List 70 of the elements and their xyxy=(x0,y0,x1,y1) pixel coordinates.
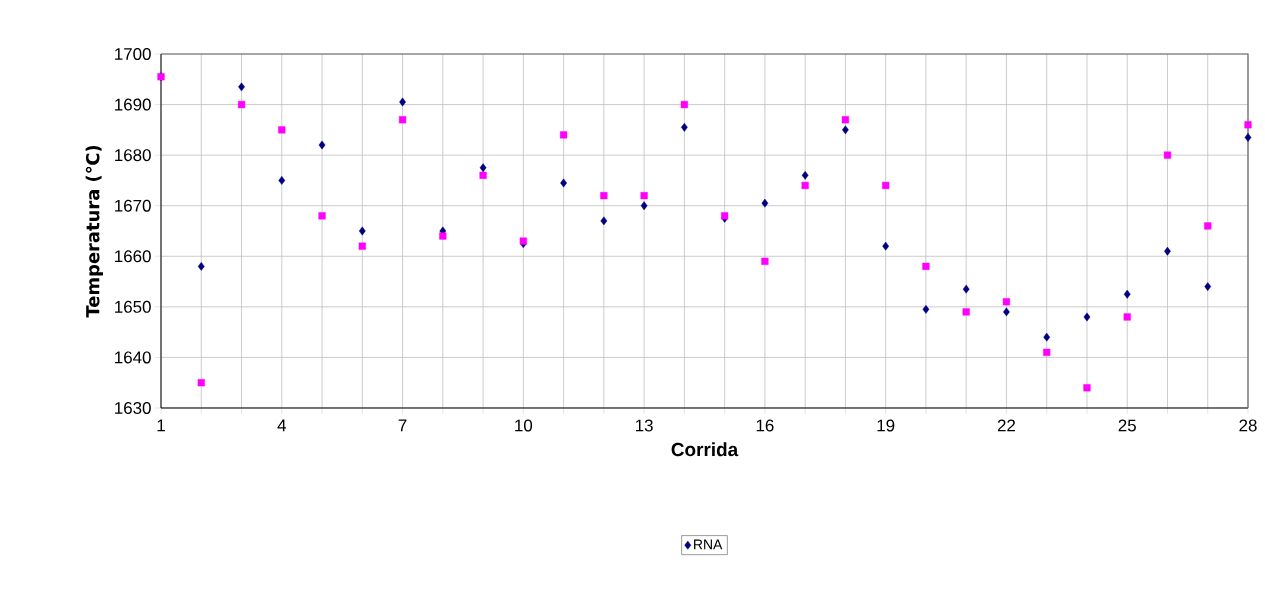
point xyxy=(681,122,688,132)
point xyxy=(1204,222,1212,230)
y-tick-label: 1680 xyxy=(115,149,151,162)
point xyxy=(238,82,245,92)
y-tick-label: 1660 xyxy=(115,250,151,263)
point xyxy=(922,304,930,314)
point xyxy=(842,125,849,135)
point xyxy=(1043,348,1051,356)
point xyxy=(600,216,608,226)
y-tick-label: 1700 xyxy=(115,47,151,60)
y-tick-label: 1630 xyxy=(115,401,151,414)
point xyxy=(278,126,286,134)
x-tick-label: 22 xyxy=(997,419,1016,432)
point xyxy=(801,170,809,180)
x-tick-label: 16 xyxy=(756,419,774,432)
point xyxy=(882,181,890,190)
point xyxy=(640,192,648,200)
x-tick-label: 19 xyxy=(877,419,895,432)
y-tick-label: 1640 xyxy=(115,351,151,364)
point xyxy=(439,232,447,240)
point xyxy=(197,262,205,271)
x-tick-label: 4 xyxy=(277,419,286,432)
point xyxy=(1204,282,1212,291)
point xyxy=(278,176,286,185)
point xyxy=(318,212,326,220)
point xyxy=(882,241,890,251)
point xyxy=(801,181,809,190)
point xyxy=(680,100,688,109)
point xyxy=(962,284,970,294)
point xyxy=(640,201,648,211)
point xyxy=(1123,313,1131,321)
point xyxy=(1244,121,1252,129)
legend-label: RNA xyxy=(694,539,723,550)
point xyxy=(358,226,366,236)
x-axis-title: Corrida xyxy=(671,442,739,457)
x-tick-label: 7 xyxy=(398,419,407,432)
point xyxy=(237,100,246,109)
x-tick-label: 10 xyxy=(515,419,533,432)
point xyxy=(1244,133,1252,142)
point xyxy=(197,379,205,387)
point xyxy=(399,97,406,107)
x-tick-label: 28 xyxy=(1239,419,1257,432)
point xyxy=(761,257,769,265)
point xyxy=(1083,312,1091,322)
point xyxy=(1123,289,1131,299)
x-tick-label: 1 xyxy=(157,419,165,432)
y-axis-title: Temperatura (℃) xyxy=(85,145,103,318)
point xyxy=(560,131,568,139)
point xyxy=(318,140,326,150)
point xyxy=(560,178,567,188)
point xyxy=(1043,332,1051,342)
point xyxy=(1002,298,1011,306)
point xyxy=(1083,384,1091,392)
point xyxy=(962,308,970,316)
point xyxy=(761,198,769,208)
point xyxy=(1003,307,1010,317)
point xyxy=(479,171,487,179)
point xyxy=(358,242,366,250)
x-tick-label: 25 xyxy=(1118,419,1136,432)
y-tick-label: 1670 xyxy=(115,199,151,212)
y-tick-label: 1650 xyxy=(115,300,151,313)
point xyxy=(479,163,487,173)
point xyxy=(841,116,849,124)
y-tick-label: 1690 xyxy=(115,98,151,111)
point xyxy=(600,192,608,200)
point xyxy=(1163,151,1172,159)
point xyxy=(398,116,407,124)
x-tick-label: 13 xyxy=(636,419,653,432)
point xyxy=(1164,246,1171,256)
point xyxy=(922,262,930,270)
